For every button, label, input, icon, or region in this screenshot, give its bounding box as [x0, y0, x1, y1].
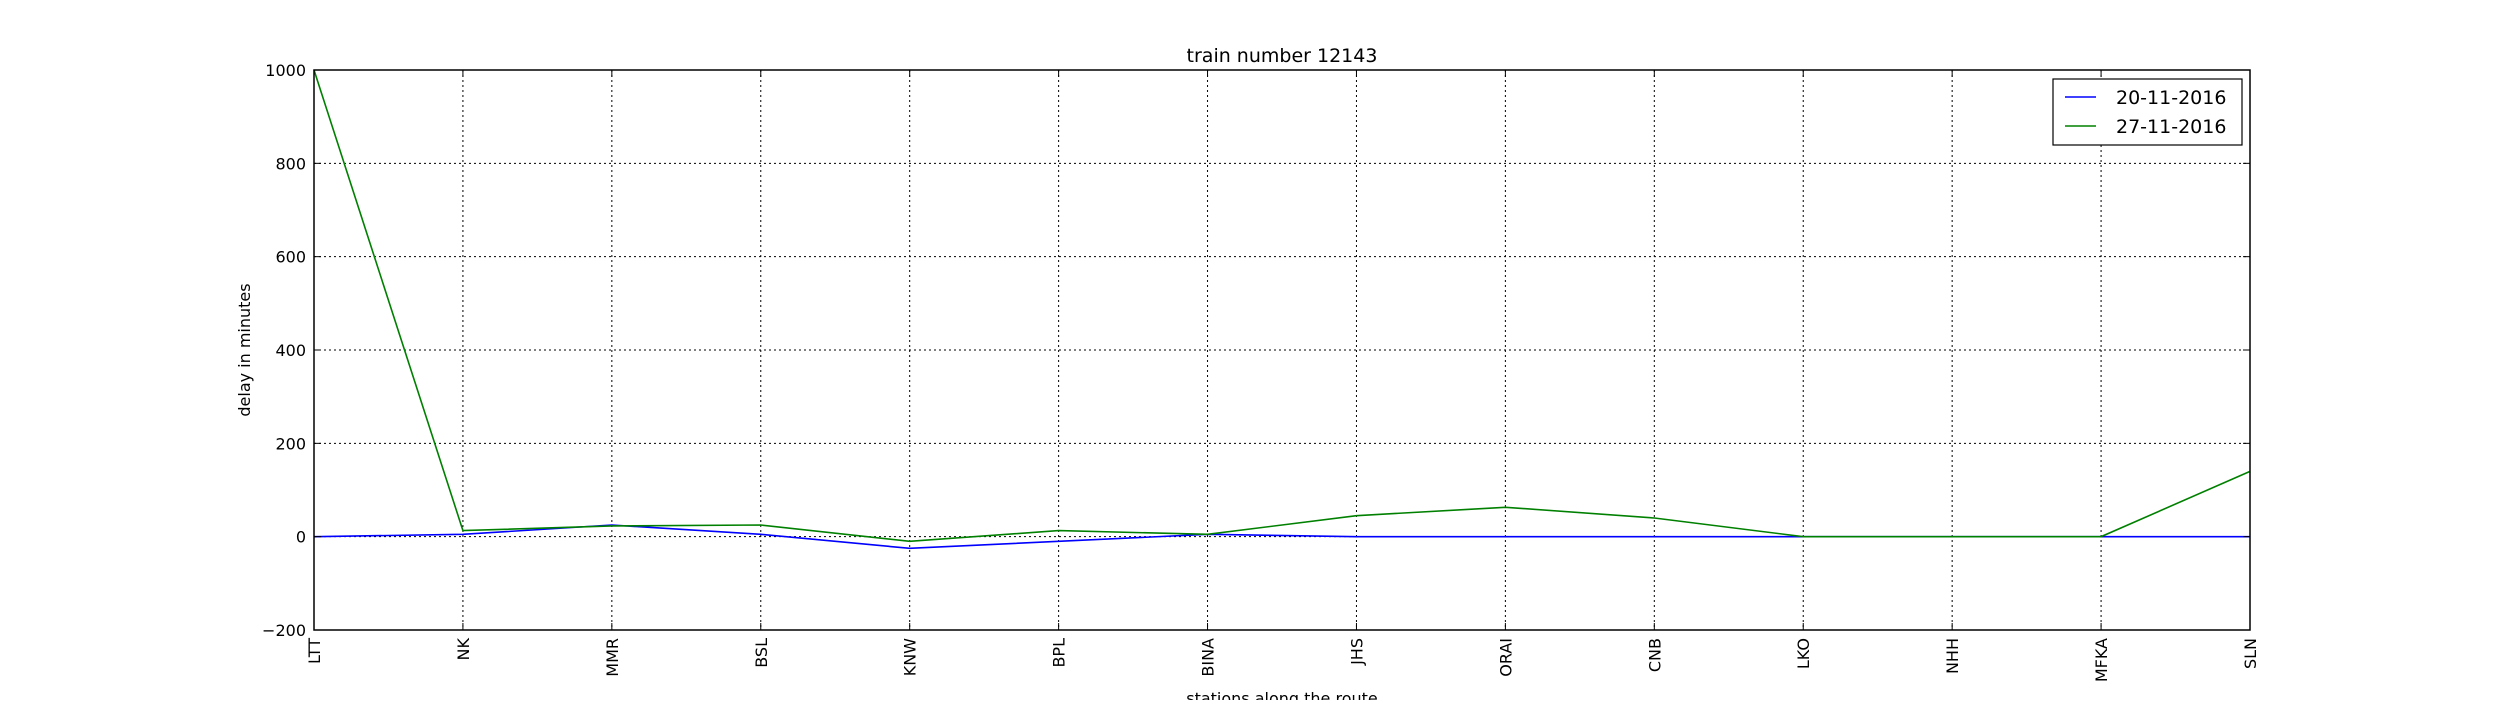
legend-label: 20-11-2016 [2116, 87, 2226, 109]
y-tick-label: 200 [275, 434, 306, 453]
x-tick-label: LKO [1794, 638, 1813, 669]
x-tick-label: JHS [1347, 638, 1366, 666]
y-tick-label: 800 [275, 154, 306, 173]
series-lines [313, 69, 2251, 550]
y-tick-label: 600 [275, 248, 306, 267]
y-tick-label: −200 [262, 621, 306, 640]
legend: 20-11-2016 27-11-2016 [2052, 78, 2243, 146]
x-tick-label: NK [454, 638, 473, 661]
series-line [313, 69, 2251, 543]
y-tick-label: 1000 [265, 61, 306, 80]
x-axis-label: stations along the route [1186, 689, 1378, 700]
x-tick-label: SLN [2241, 638, 2260, 669]
legend-label: 27-11-2016 [2116, 116, 2226, 138]
x-tick-label: KNW [901, 638, 920, 676]
chart-title: train number 12143 [1187, 45, 1378, 67]
legend-box [2052, 78, 2243, 146]
y-axis-label: delay in minutes [235, 283, 254, 416]
x-tick-label: MMR [603, 638, 622, 677]
x-tick-label: CNB [1645, 638, 1664, 672]
y-axis-ticks: −200 0 200 400 600 800 1000 [262, 61, 2250, 640]
x-tick-label: NHH [1943, 638, 1962, 674]
x-tick-label: LTT [305, 638, 324, 664]
y-tick-label: 0 [296, 528, 306, 547]
x-tick-label: BSL [752, 638, 771, 668]
x-tick-label: MFKA [2092, 638, 2111, 682]
x-tick-label: BINA [1199, 638, 1218, 677]
y-tick-label: 400 [275, 341, 306, 360]
x-axis-ticks: LTT NK MMR BSL KNW BPL BINA JHS ORAI CNB LKO NHH MFK… [305, 70, 2260, 682]
x-tick-label: ORAI [1496, 638, 1515, 677]
x-tick-label: BPL [1050, 638, 1069, 668]
